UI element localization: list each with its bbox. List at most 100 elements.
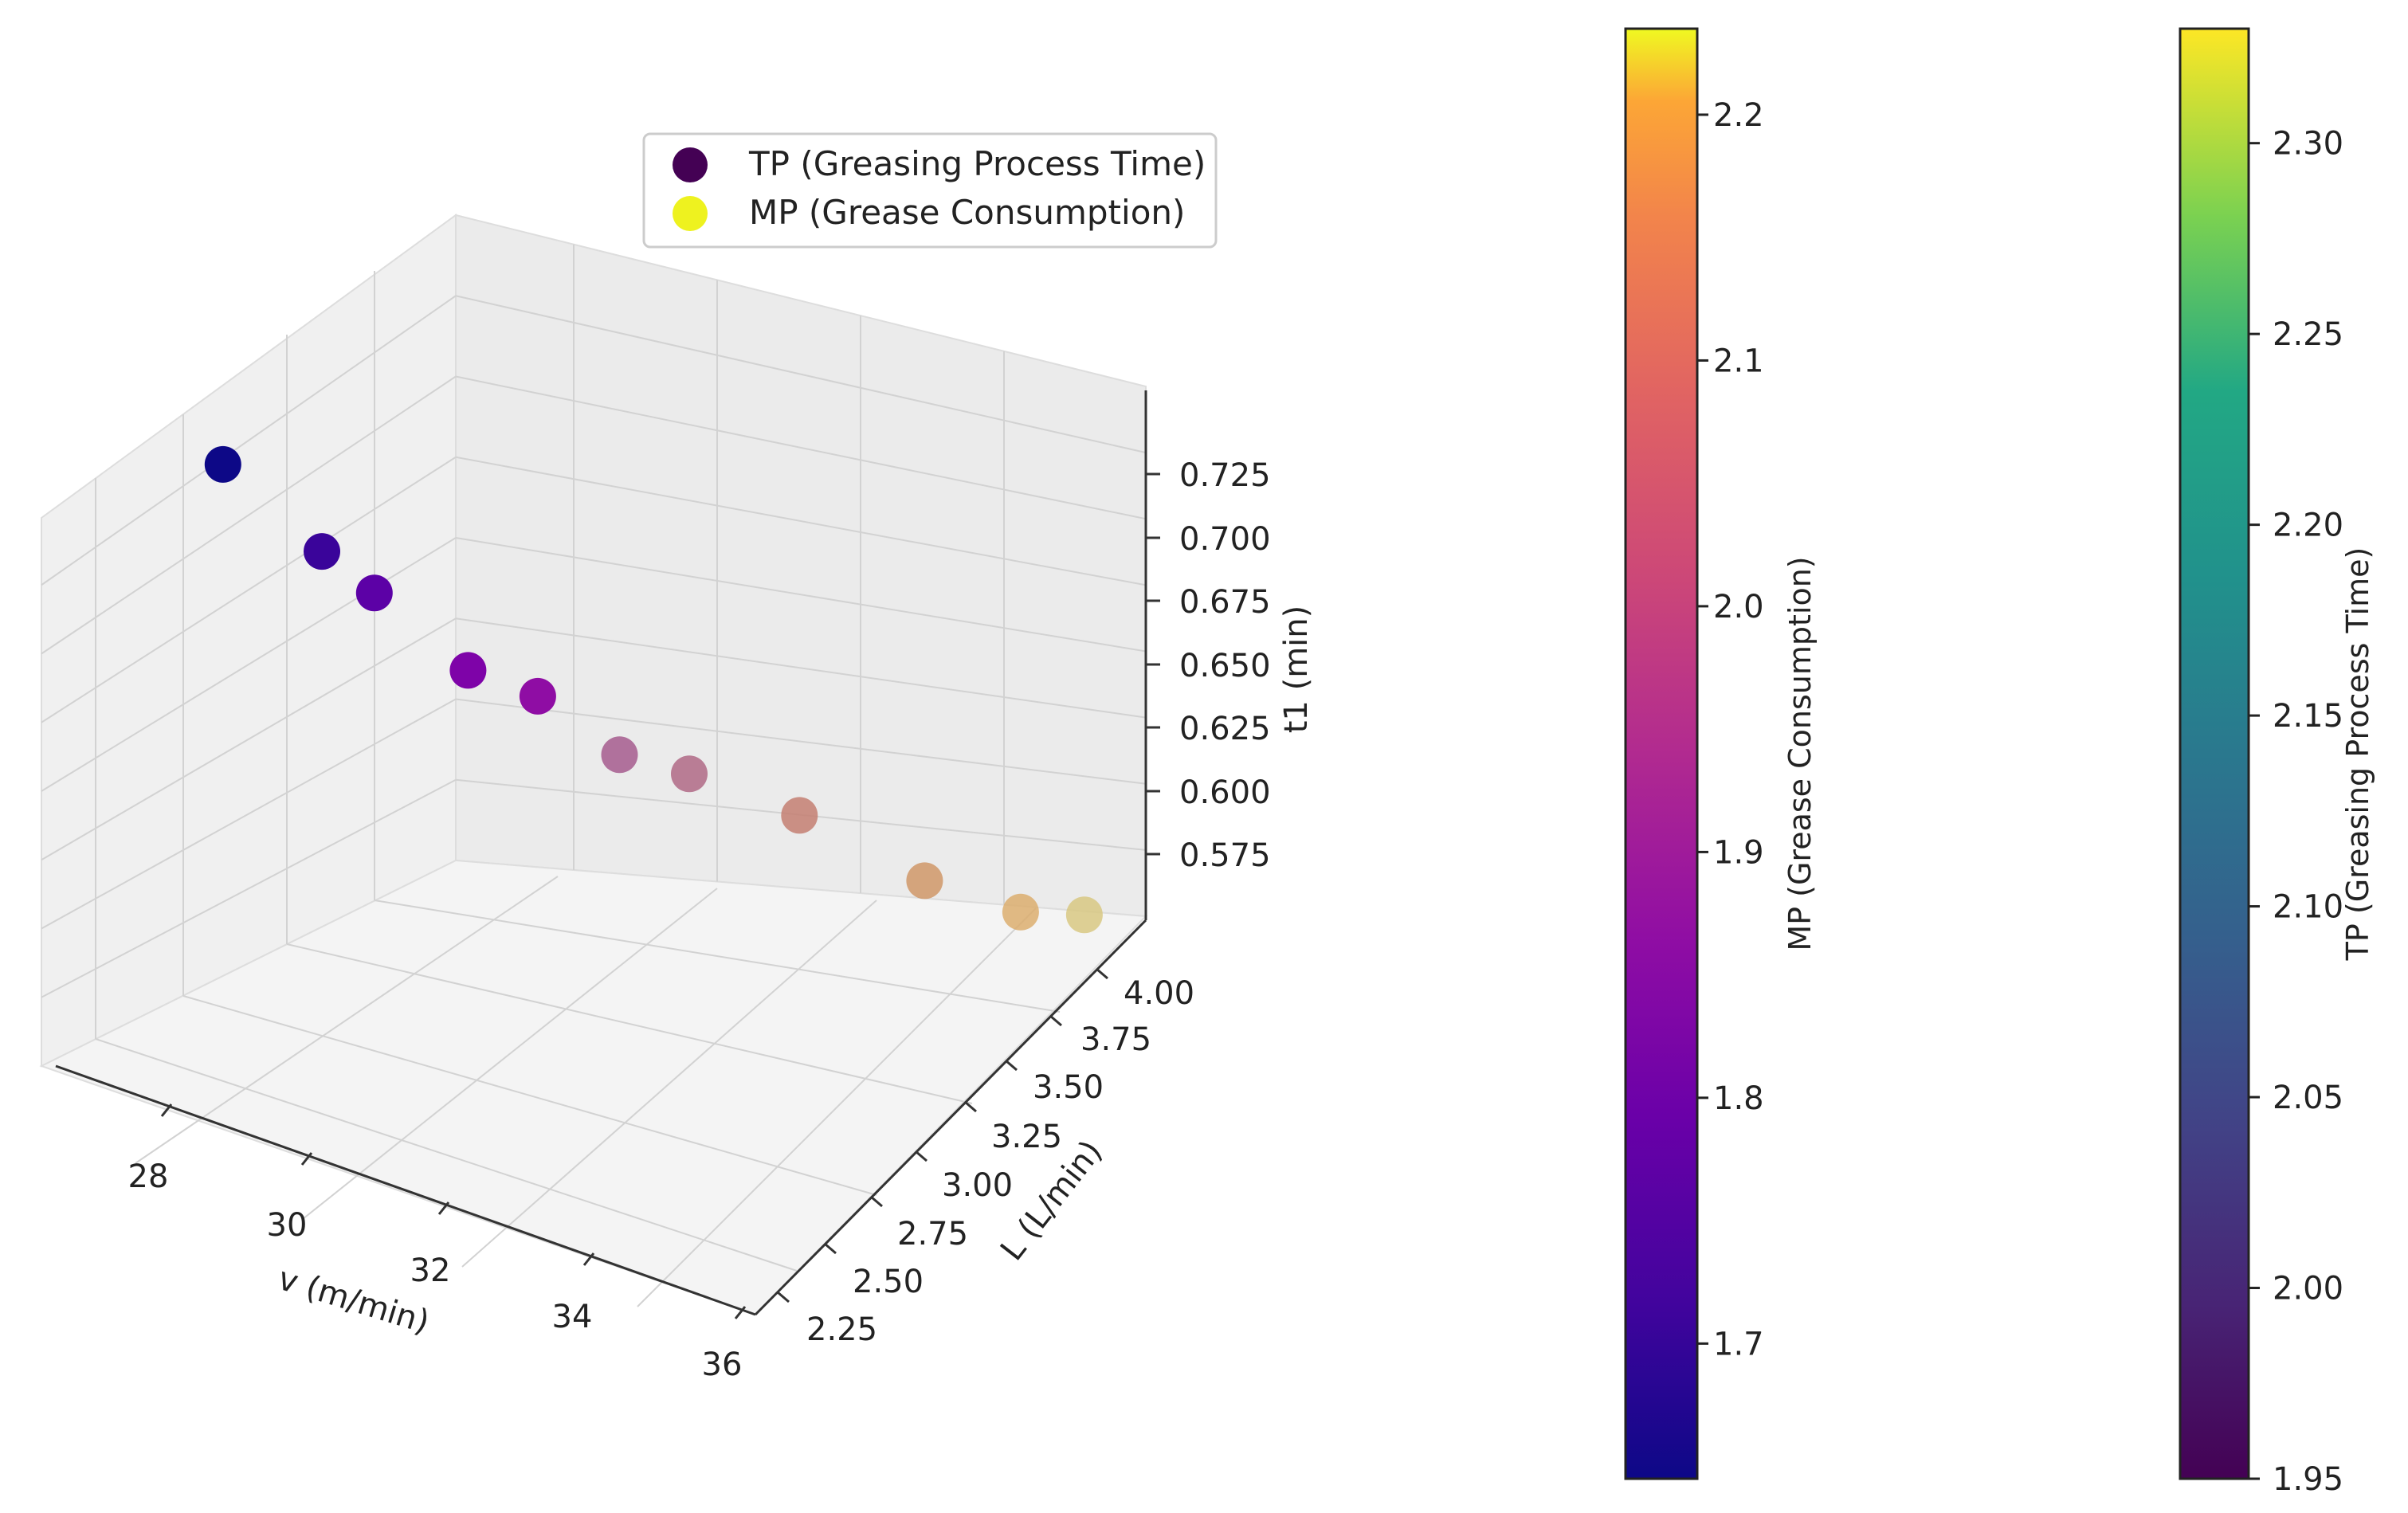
data-point bbox=[519, 677, 556, 715]
colorbar-tick-label: 2.0 bbox=[1713, 589, 1764, 625]
y-tick-mark bbox=[915, 1150, 928, 1162]
x-tick-label: 30 bbox=[267, 1207, 308, 1244]
y-tick-mark bbox=[1005, 1059, 1018, 1072]
grid-line bbox=[302, 888, 718, 1220]
y-tick-mark bbox=[1049, 1014, 1062, 1027]
colorbar-tick-label: 1.8 bbox=[1713, 1080, 1764, 1117]
colorbar-tick-label: 2.2 bbox=[1713, 97, 1764, 134]
grid-line bbox=[374, 900, 1061, 1013]
colorbar-tick-label: 1.9 bbox=[1713, 834, 1764, 871]
colorbar-tick-label: 2.05 bbox=[2273, 1080, 2343, 1116]
z-tick-label: 0.600 bbox=[1179, 774, 1271, 811]
y-tick-label: 2.25 bbox=[806, 1311, 877, 1348]
colorbar-tick-label: 2.30 bbox=[2273, 126, 2343, 163]
grid-line bbox=[182, 995, 877, 1196]
legend-label-mp: MP (Grease Consumption) bbox=[749, 193, 1185, 232]
data-point bbox=[906, 862, 943, 900]
z-tick-label: 0.575 bbox=[1179, 837, 1271, 874]
y-tick-label: 2.50 bbox=[853, 1264, 924, 1300]
z-tick-label: 0.725 bbox=[1179, 457, 1271, 494]
data-point bbox=[1065, 896, 1103, 934]
legend-marker-mp bbox=[673, 196, 708, 231]
y-tick-mark bbox=[777, 1291, 790, 1303]
legend-frame bbox=[642, 132, 1218, 249]
grid-line bbox=[95, 1038, 798, 1272]
z-axis-label: t1 (min) bbox=[1278, 606, 1315, 734]
grid-line bbox=[41, 295, 457, 586]
data-point bbox=[781, 797, 818, 834]
grid-line bbox=[41, 698, 457, 930]
x-tick-mark bbox=[734, 1306, 747, 1319]
colorbar-tick-label: 2.1 bbox=[1713, 343, 1764, 379]
data-point bbox=[1002, 893, 1039, 931]
x-tick-label: 32 bbox=[410, 1252, 451, 1289]
z-ticks: 0.575 0.600 0.625 0.650 0.675 0.700 0.72… bbox=[1146, 457, 1271, 874]
x-ticks: 28 30 32 34 36 bbox=[128, 1103, 747, 1383]
legend-marker-tp bbox=[673, 147, 708, 182]
grid-line bbox=[461, 900, 877, 1268]
data-point bbox=[449, 652, 487, 689]
x-tick-mark bbox=[300, 1152, 313, 1166]
y-tick-mark bbox=[964, 1100, 977, 1113]
grid-line bbox=[41, 456, 457, 723]
colorbar-tick-label: 1.7 bbox=[1713, 1326, 1764, 1362]
z-tick-label: 0.675 bbox=[1179, 584, 1271, 621]
colorbar-mp-ticks: 1.7 1.8 1.9 2.0 2.1 2.2 bbox=[1697, 97, 1764, 1362]
legend-label-tp: TP (Greasing Process Time) bbox=[748, 144, 1206, 183]
y-tick-label: 3.25 bbox=[991, 1119, 1062, 1155]
x-axis-line bbox=[55, 1064, 756, 1316]
y-tick-label: 3.00 bbox=[942, 1167, 1013, 1204]
y-tick-label: 3.75 bbox=[1080, 1021, 1151, 1058]
grid-line bbox=[455, 375, 1147, 520]
y-ticks: 2.25 2.50 2.75 3.00 3.25 3.50 3.75 4.00 bbox=[777, 967, 1194, 1348]
colorbar-tick-label: 2.20 bbox=[2273, 508, 2343, 544]
colorbar-tick-label: 2.10 bbox=[2273, 889, 2343, 926]
z-tick-label: 0.700 bbox=[1179, 521, 1271, 558]
y-tick-label: 2.75 bbox=[897, 1216, 968, 1252]
data-points bbox=[204, 445, 1103, 934]
y-tick-mark bbox=[824, 1242, 837, 1255]
data-point bbox=[601, 736, 638, 774]
y-axis-line bbox=[754, 919, 1147, 1316]
x-tick-label: 28 bbox=[128, 1158, 169, 1195]
grid-line bbox=[455, 698, 1147, 785]
x-tick-label: 34 bbox=[552, 1299, 593, 1335]
y-tick-label: 3.50 bbox=[1033, 1069, 1104, 1106]
grid-line bbox=[455, 295, 1147, 454]
data-point bbox=[304, 533, 340, 570]
colorbar-tick-label: 1.95 bbox=[2273, 1461, 2343, 1498]
colorbar-mp: 1.7 1.8 1.9 2.0 2.1 2.2 MP (Grease Consumptio… bbox=[1624, 27, 1818, 1480]
colorbar-mp-gradient bbox=[1624, 27, 1699, 1480]
grid-line bbox=[455, 537, 1147, 653]
colorbar-tp-gradient bbox=[2179, 27, 2250, 1480]
grid-line bbox=[455, 617, 1147, 719]
x-tick-label: 36 bbox=[702, 1346, 743, 1383]
colorbar-tp: 1.95 2.00 2.05 2.10 2.15 2.20 2.25 2.30 TP (Gre… bbox=[2179, 27, 2375, 1498]
grid-line bbox=[455, 456, 1147, 586]
grid-line bbox=[41, 778, 457, 998]
data-point bbox=[355, 574, 393, 612]
grid-line bbox=[41, 375, 457, 655]
colorbar-tick-label: 2.00 bbox=[2273, 1271, 2343, 1307]
grid-line bbox=[41, 617, 457, 861]
grid-lines bbox=[41, 244, 1147, 1307]
y-tick-label: 4.00 bbox=[1124, 975, 1194, 1012]
colorbar-tp-label: TP (Greasing Process Time) bbox=[2340, 547, 2375, 962]
x-tick-mark bbox=[160, 1103, 173, 1117]
x-tick-mark bbox=[582, 1252, 595, 1266]
grid-line bbox=[286, 943, 973, 1104]
y-tick-mark bbox=[1096, 967, 1108, 980]
z-tick-label: 0.625 bbox=[1179, 711, 1271, 747]
colorbar-tick-label: 2.15 bbox=[2273, 698, 2343, 735]
grid-line bbox=[135, 876, 559, 1164]
colorbar-mp-label: MP (Grease Consumption) bbox=[1782, 556, 1818, 951]
axes-3d bbox=[39, 214, 1148, 1316]
y-tick-mark bbox=[870, 1195, 883, 1208]
colorbar-tick-label: 2.25 bbox=[2273, 316, 2343, 353]
colorbar-tp-ticks: 1.95 2.00 2.05 2.10 2.15 2.20 2.25 2.30 bbox=[2249, 126, 2343, 1498]
grid-line bbox=[637, 907, 1037, 1307]
legend: TP (Greasing Process Time) MP (Grease Co… bbox=[642, 132, 1218, 249]
z-tick-label: 0.650 bbox=[1179, 648, 1271, 684]
data-point bbox=[204, 445, 241, 483]
